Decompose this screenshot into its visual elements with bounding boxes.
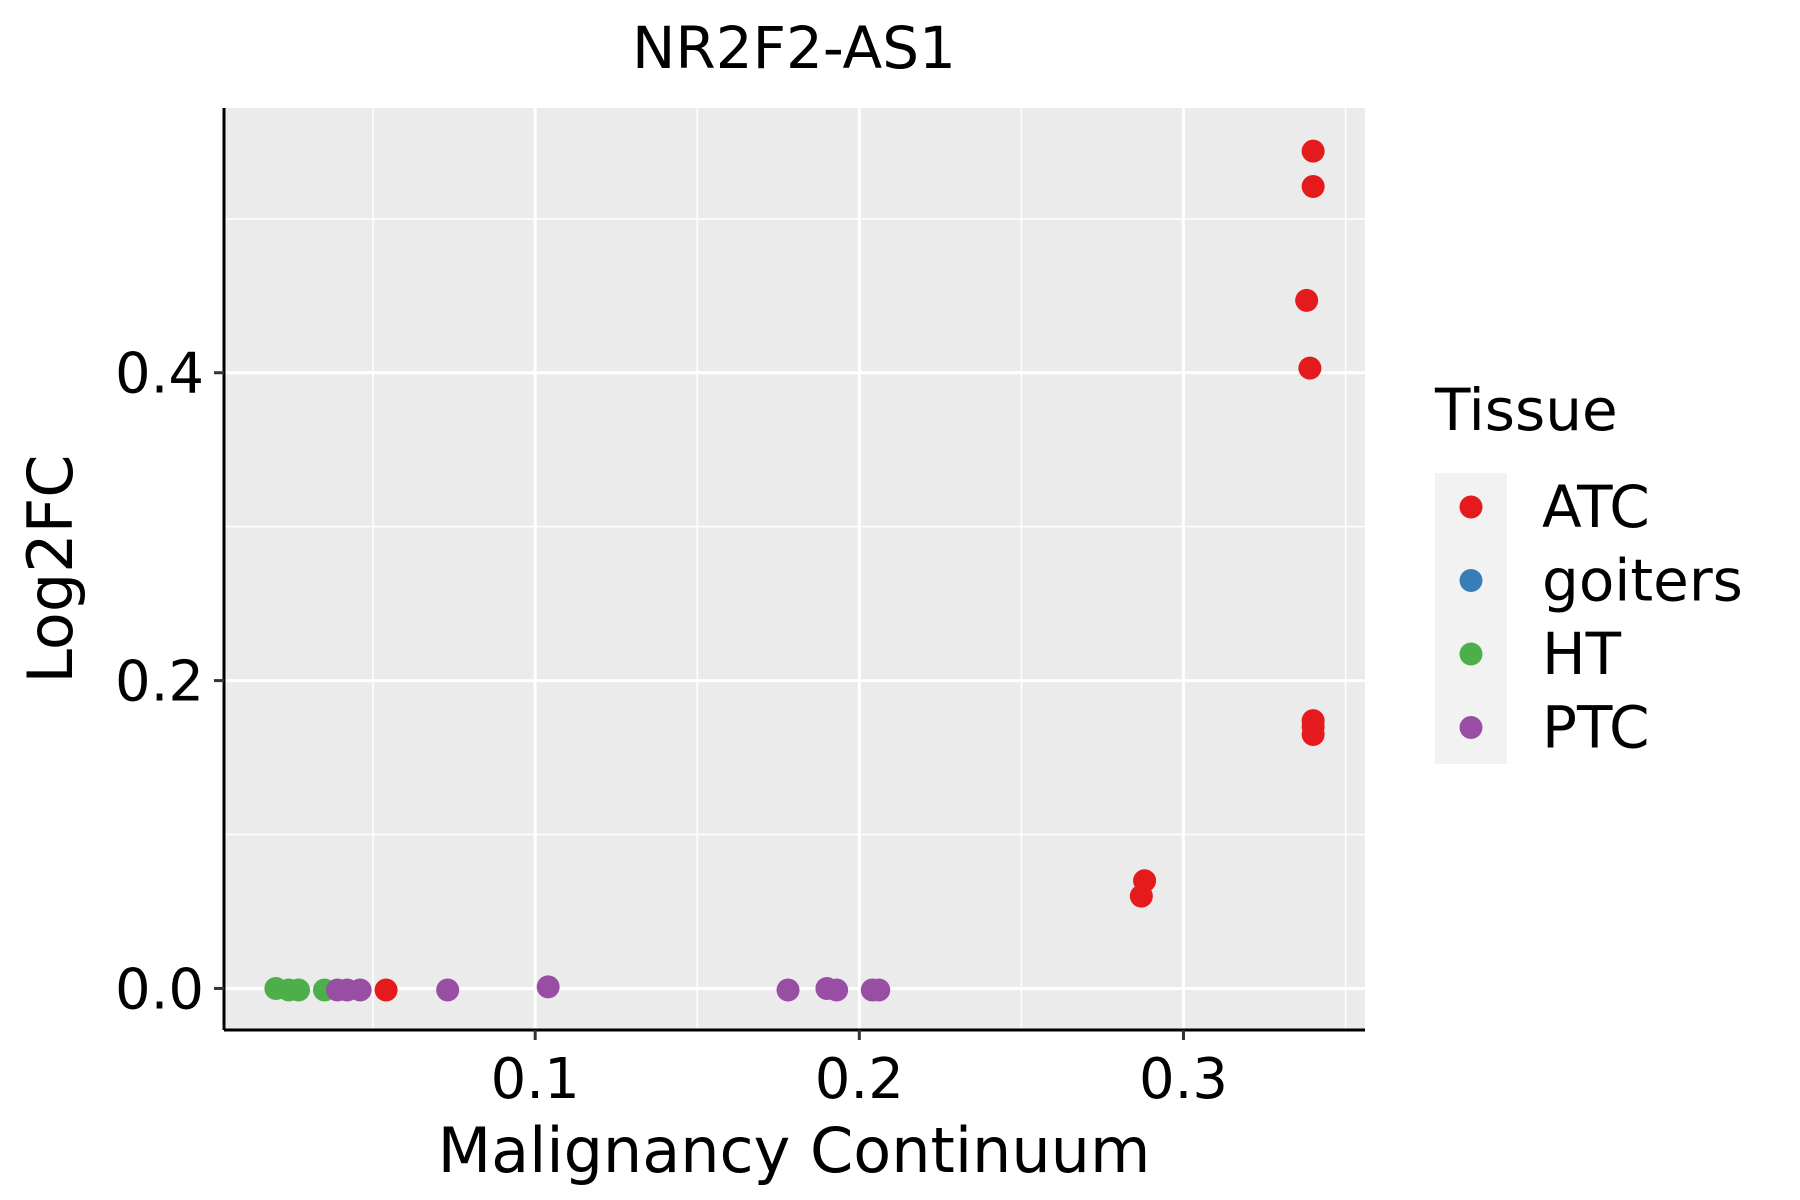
y-tick-label: 0.0	[115, 957, 204, 1022]
point-ptc	[536, 975, 560, 999]
point-atc	[1298, 356, 1322, 380]
legend-key-atc	[1459, 495, 1483, 519]
point-atc	[1133, 869, 1157, 893]
y-axis-title: Log2FC	[14, 454, 87, 683]
x-tick-label: 0.2	[815, 1047, 904, 1112]
minor-grid	[224, 108, 1365, 1030]
axis-ticks: 0.1 0.2 0.3 0.0 0.2 0.4	[115, 342, 1228, 1112]
legend-key-ht	[1459, 642, 1483, 666]
point-ptc	[776, 978, 800, 1002]
y-tick-label: 0.4	[115, 342, 204, 407]
plot-panel	[224, 108, 1365, 1030]
legend-title: Tissue	[1434, 376, 1618, 444]
data-points	[264, 139, 1325, 1002]
point-ptc	[825, 978, 849, 1002]
x-tick-label: 0.3	[1139, 1047, 1228, 1112]
point-ht	[287, 978, 311, 1002]
point-atc	[1295, 288, 1319, 312]
legend-label: HT	[1542, 620, 1622, 688]
legend-label: PTC	[1542, 694, 1650, 762]
legend-key-goiters	[1459, 569, 1483, 592]
point-atc	[1301, 139, 1325, 163]
y-tick-label: 0.2	[115, 650, 204, 715]
legend-key-ptc	[1459, 716, 1483, 739]
point-atc	[374, 978, 398, 1002]
point-ptc	[436, 978, 460, 1002]
x-axis-title: Malignancy Continuum	[438, 1114, 1151, 1187]
legend-key-background	[1435, 473, 1507, 764]
point-atc	[1301, 175, 1325, 199]
legend-label: goiters	[1542, 547, 1743, 615]
point-ptc	[348, 978, 372, 1002]
point-atc	[1301, 709, 1325, 733]
legend-label: ATC	[1542, 473, 1650, 541]
major-grid	[224, 108, 1365, 1030]
point-ptc	[867, 978, 891, 1002]
chart-title: NR2F2-AS1	[632, 14, 956, 82]
x-tick-label: 0.1	[491, 1047, 580, 1112]
